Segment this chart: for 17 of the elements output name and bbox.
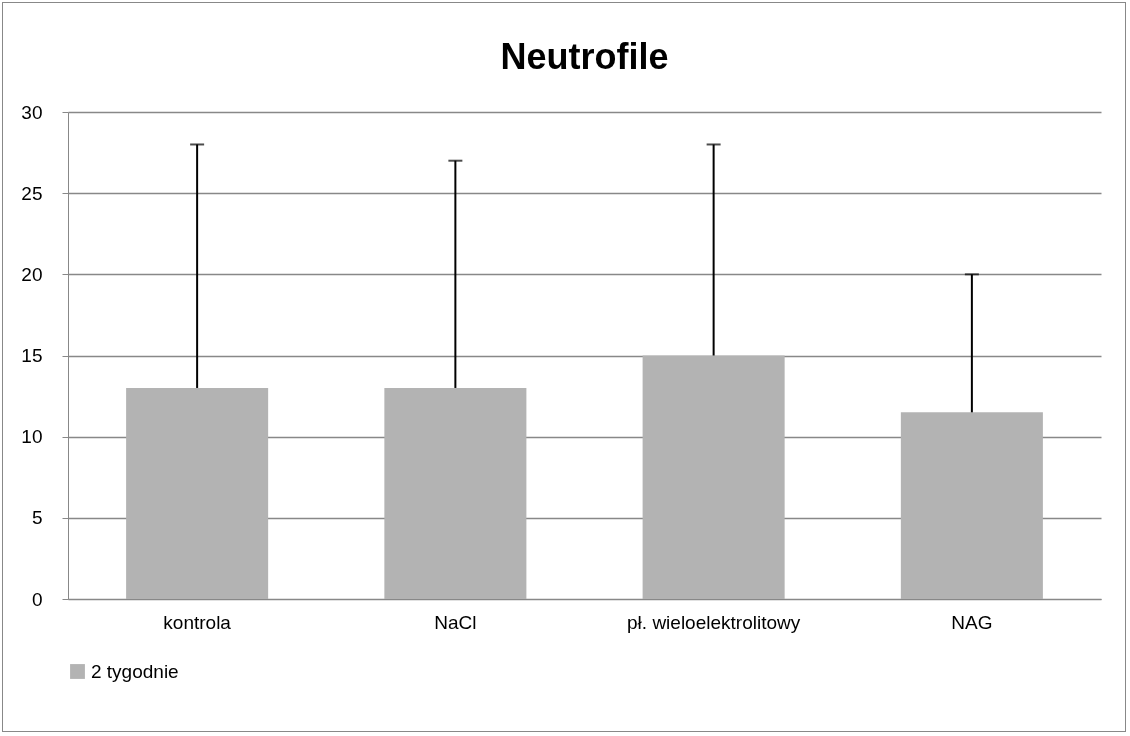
y-tick-label: 15 [21, 345, 43, 366]
x-tick-label: NaCl [434, 611, 477, 633]
chart-title: Neutrofile [500, 36, 669, 77]
x-tick-label: kontrola [163, 611, 232, 633]
bar [642, 355, 785, 599]
bar [384, 387, 527, 599]
bar [900, 412, 1043, 599]
y-tick-label: 25 [21, 182, 43, 204]
x-tick-label: pł. wieloelektrolitowy [627, 611, 801, 633]
x-tick-label: NAG [951, 611, 993, 633]
y-tick-label: 10 [21, 426, 43, 448]
bar [126, 387, 269, 599]
legend-label: 2 tygodnie [91, 660, 179, 682]
y-tick-label: 5 [31, 507, 43, 529]
y-tick-label: 0 [31, 588, 43, 610]
y-tick-label: 20 [21, 263, 43, 285]
y-tick-label: 30 [21, 101, 43, 123]
